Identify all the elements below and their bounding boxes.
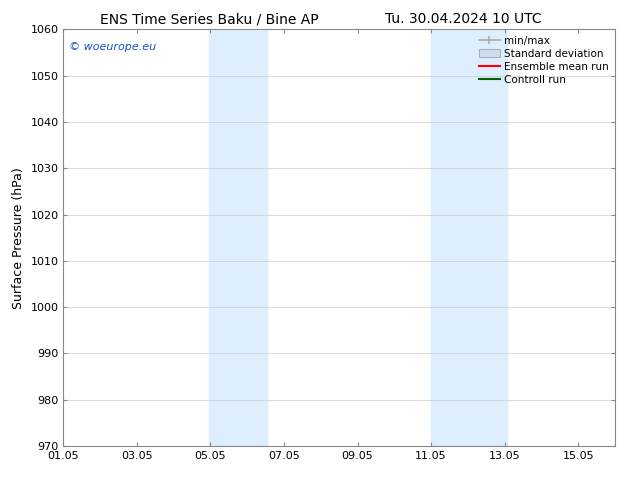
Bar <box>209 29 268 446</box>
Text: Tu. 30.04.2024 10 UTC: Tu. 30.04.2024 10 UTC <box>384 12 541 26</box>
Text: © woeurope.eu: © woeurope.eu <box>69 42 156 52</box>
Legend: min/max, Standard deviation, Ensemble mean run, Controll run: min/max, Standard deviation, Ensemble me… <box>475 31 613 89</box>
Title: ENS Time Series Baku / Bine AP     Tu. 30.04.2024 10 UTC: ENS Time Series Baku / Bine AP Tu. 30.04… <box>0 489 1 490</box>
Bar <box>431 29 507 446</box>
Y-axis label: Surface Pressure (hPa): Surface Pressure (hPa) <box>12 167 25 309</box>
Text: ENS Time Series Baku / Bine AP: ENS Time Series Baku / Bine AP <box>100 12 318 26</box>
